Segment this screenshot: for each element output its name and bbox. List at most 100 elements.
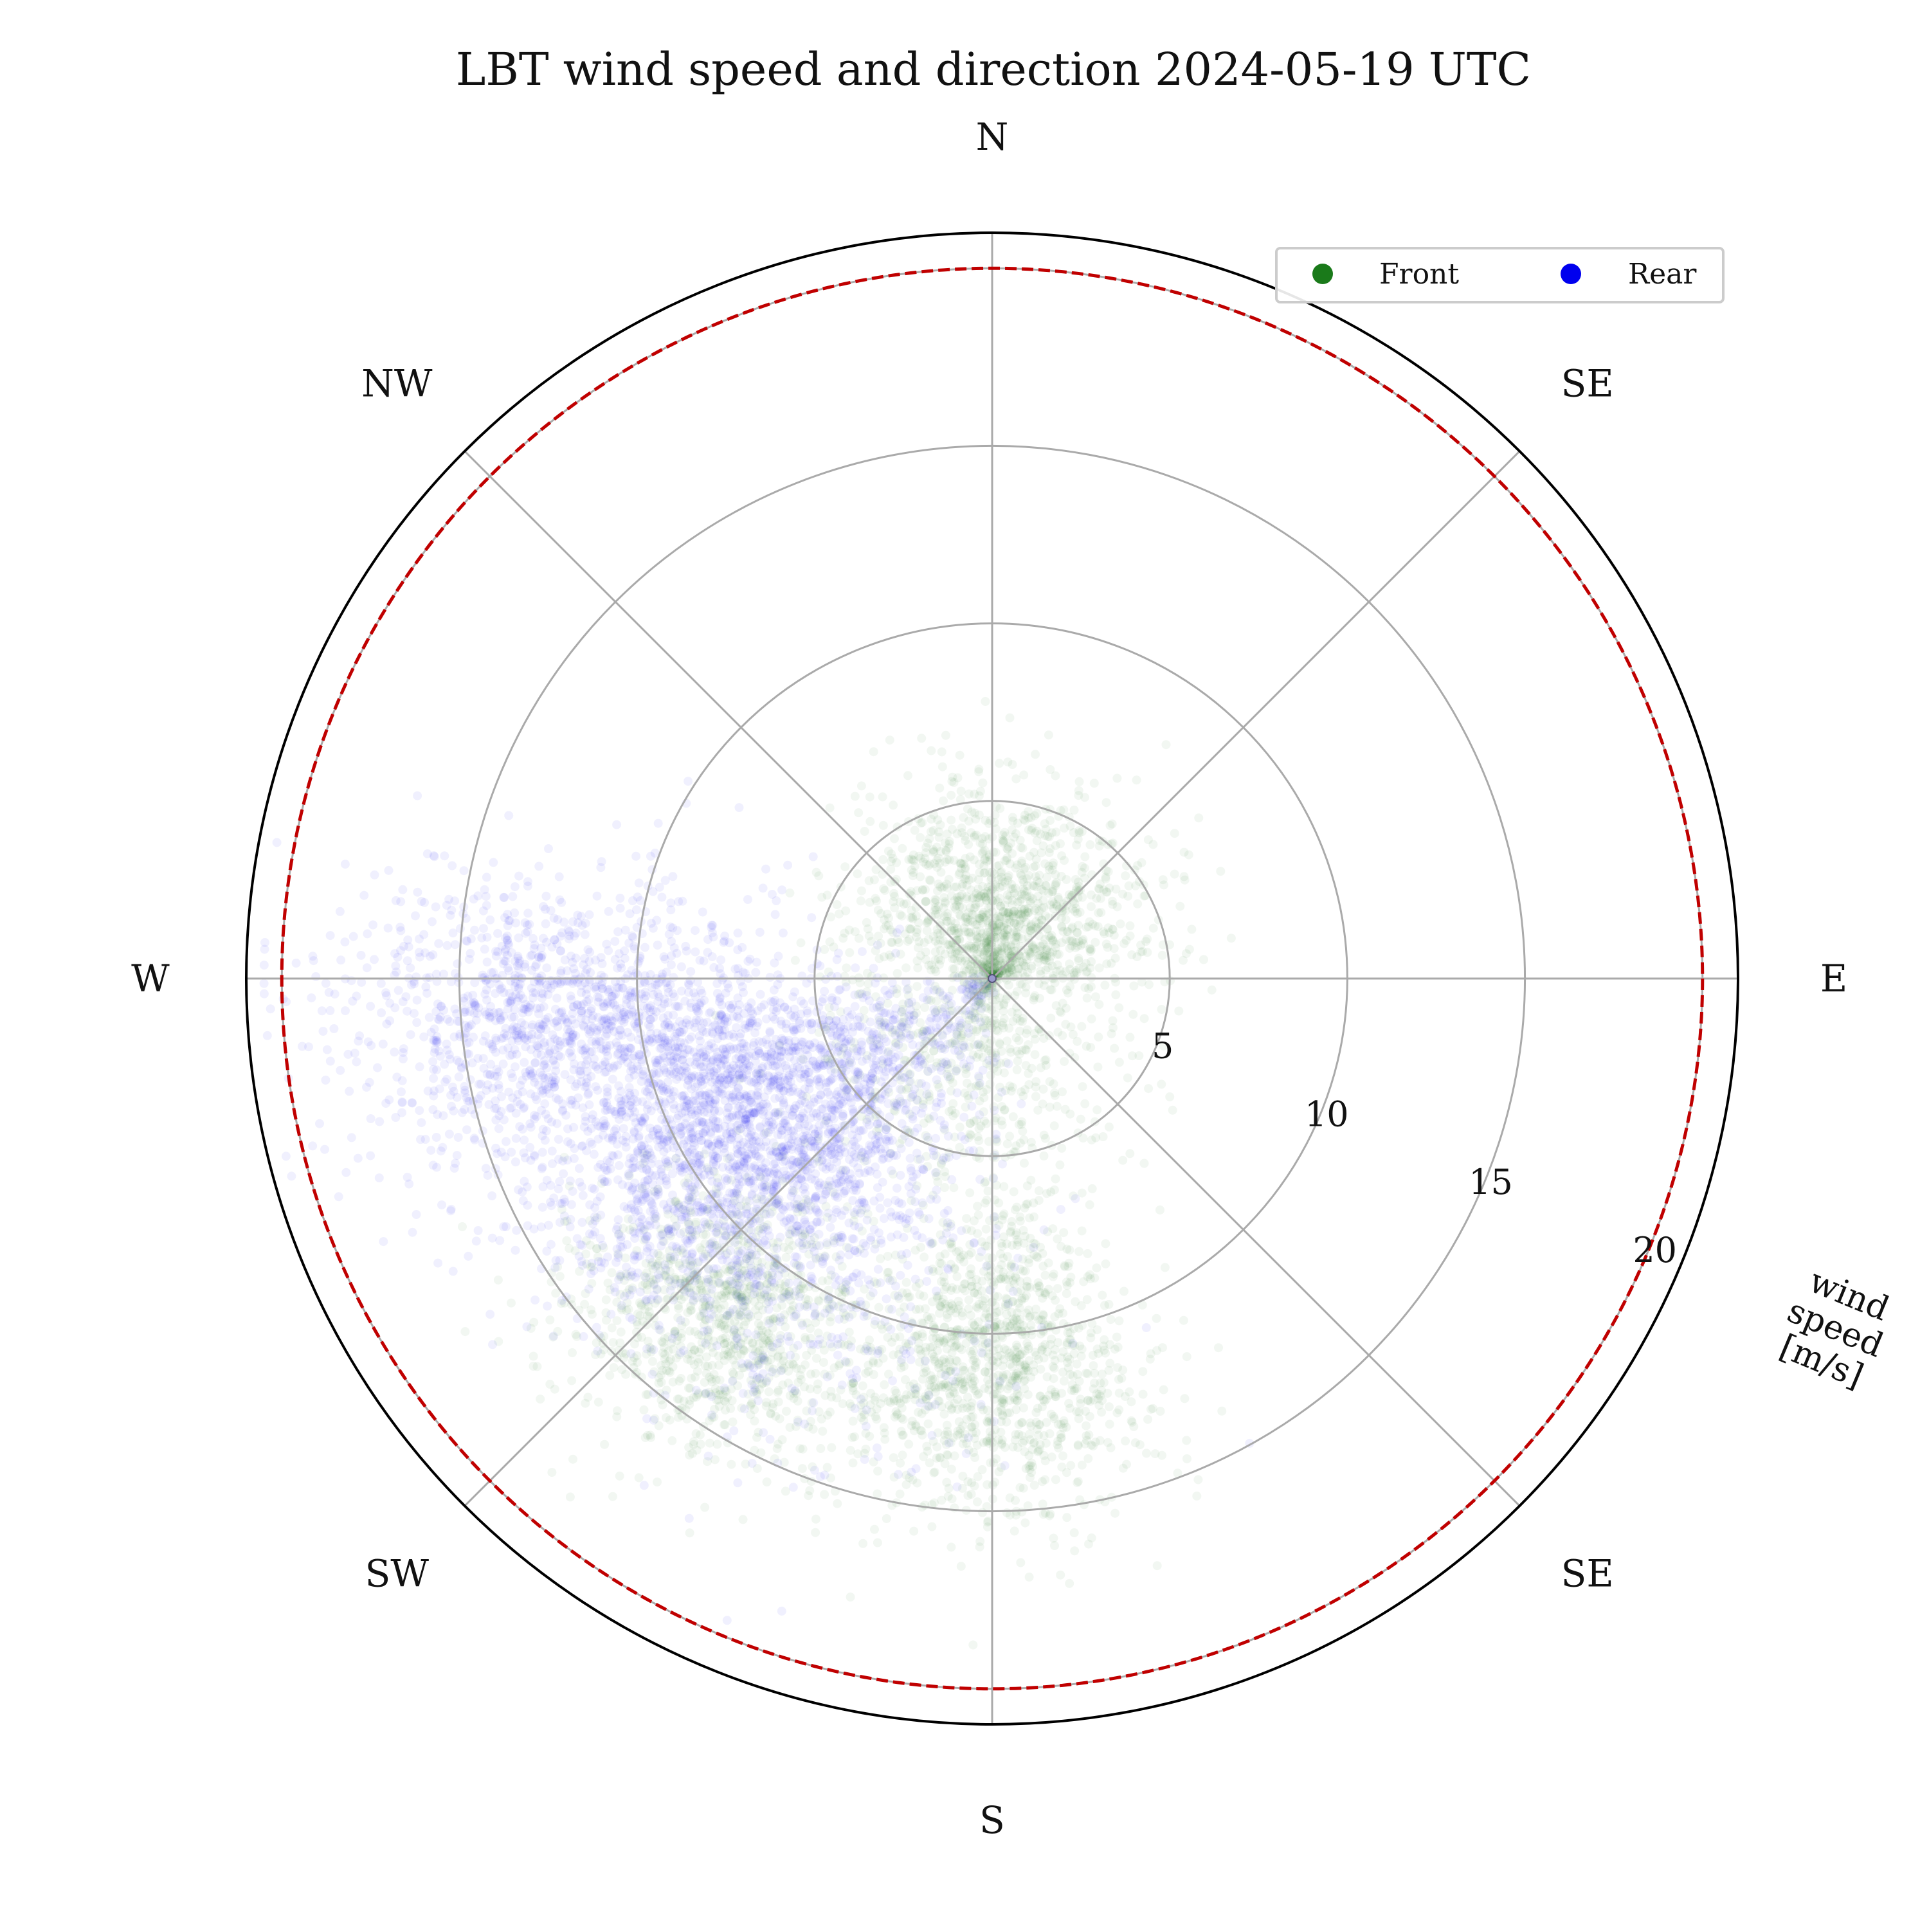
data-point-front bbox=[864, 1360, 873, 1370]
data-point-front bbox=[1067, 923, 1077, 932]
data-point-front bbox=[904, 1440, 914, 1449]
data-point-front bbox=[943, 883, 952, 893]
data-point-rear bbox=[559, 1169, 568, 1178]
data-point-front bbox=[950, 902, 959, 912]
data-point-front bbox=[949, 1183, 959, 1193]
data-point-front bbox=[1064, 1398, 1074, 1408]
data-point-front bbox=[1013, 1396, 1022, 1406]
data-point-front bbox=[1108, 1016, 1118, 1025]
data-point-front bbox=[904, 854, 914, 864]
data-point-front bbox=[819, 1358, 828, 1367]
data-point-front bbox=[1080, 863, 1089, 873]
data-point-front bbox=[890, 903, 900, 912]
data-point-front bbox=[953, 896, 963, 905]
data-point-front bbox=[1123, 891, 1133, 901]
data-point-front bbox=[1044, 730, 1053, 740]
data-point-rear bbox=[712, 1264, 721, 1274]
data-point-front bbox=[1139, 891, 1149, 901]
data-point-front bbox=[1031, 854, 1041, 864]
data-point-front bbox=[1044, 931, 1054, 941]
data-point-front bbox=[943, 909, 952, 918]
data-point-front bbox=[864, 876, 874, 885]
data-point-front bbox=[1007, 896, 1017, 905]
data-point-front bbox=[1125, 1033, 1135, 1042]
data-point-front bbox=[1074, 826, 1084, 835]
data-point-front bbox=[948, 1283, 957, 1292]
data-point-front bbox=[883, 1333, 892, 1342]
data-point-front bbox=[1152, 1314, 1161, 1323]
data-point-front bbox=[858, 1381, 867, 1391]
data-point-front bbox=[822, 1463, 832, 1472]
data-point-front bbox=[1005, 1132, 1015, 1141]
data-point-front bbox=[992, 926, 1001, 936]
data-point-front bbox=[906, 924, 916, 934]
data-point-front bbox=[890, 1386, 900, 1395]
data-point-front bbox=[1058, 1451, 1067, 1461]
data-point-front bbox=[972, 934, 982, 944]
data-point-front bbox=[613, 1406, 622, 1416]
data-point-rear bbox=[891, 948, 901, 958]
data-point-front bbox=[1053, 1284, 1062, 1294]
data-point-front bbox=[873, 905, 883, 915]
data-point-front bbox=[1002, 919, 1011, 928]
data-point-front bbox=[1074, 1323, 1083, 1333]
data-point-front bbox=[1031, 904, 1041, 914]
data-point-front bbox=[1028, 894, 1037, 903]
data-point-front bbox=[1102, 959, 1112, 969]
data-point-front bbox=[1047, 931, 1056, 940]
data-point-front bbox=[924, 1315, 934, 1324]
data-point-front bbox=[1087, 1184, 1097, 1193]
data-point-front bbox=[1066, 1272, 1076, 1282]
data-point-front bbox=[908, 914, 918, 924]
data-point-front bbox=[1039, 1130, 1049, 1140]
data-point-front bbox=[930, 905, 939, 915]
data-point-front bbox=[979, 948, 989, 957]
data-point-front bbox=[1114, 1388, 1124, 1398]
data-point-front bbox=[930, 903, 940, 913]
data-point-front bbox=[986, 1070, 995, 1080]
data-point-front bbox=[977, 910, 986, 920]
data-point-front bbox=[983, 1186, 993, 1196]
data-point-front bbox=[886, 865, 896, 874]
data-point-front bbox=[806, 1324, 815, 1333]
data-point-front bbox=[1055, 1160, 1065, 1169]
data-point-front bbox=[1041, 965, 1051, 975]
data-point-front bbox=[914, 851, 923, 861]
data-point-front bbox=[1015, 957, 1024, 966]
data-point-front bbox=[1078, 1133, 1088, 1143]
data-point-front bbox=[1165, 1092, 1175, 1101]
data-point-front bbox=[1002, 941, 1012, 951]
data-point-front bbox=[923, 1419, 933, 1429]
data-point-front bbox=[1051, 879, 1060, 889]
data-point-front bbox=[961, 854, 970, 863]
data-point-front bbox=[935, 935, 945, 945]
data-point-front bbox=[1026, 921, 1036, 931]
data-point-front bbox=[966, 916, 975, 925]
data-point-front bbox=[955, 1429, 964, 1438]
data-point-front bbox=[950, 964, 959, 974]
data-point-front bbox=[1034, 912, 1044, 921]
data-point-front bbox=[936, 820, 945, 829]
data-point-front bbox=[1049, 1533, 1058, 1543]
data-point-front bbox=[903, 771, 912, 781]
data-point-rear bbox=[715, 1277, 724, 1287]
data-point-front bbox=[1105, 1359, 1115, 1368]
data-point-rear bbox=[579, 1332, 588, 1341]
data-point-front bbox=[963, 917, 973, 927]
data-point-front bbox=[1087, 890, 1096, 899]
data-point-front bbox=[1128, 1009, 1138, 1019]
data-point-front bbox=[1040, 819, 1049, 829]
data-point-rear bbox=[748, 1387, 758, 1396]
data-point-front bbox=[880, 952, 889, 962]
data-point-front bbox=[1199, 955, 1208, 964]
data-point-front bbox=[880, 1434, 890, 1444]
data-point-front bbox=[854, 934, 864, 943]
data-point-front bbox=[1094, 883, 1103, 893]
data-point-front bbox=[947, 949, 957, 959]
data-point-front bbox=[883, 1252, 892, 1261]
data-point-front bbox=[982, 916, 992, 925]
data-point-front bbox=[1037, 1402, 1047, 1412]
data-point-rear bbox=[729, 1426, 739, 1436]
data-point-front bbox=[1152, 1561, 1162, 1571]
data-point-front bbox=[992, 923, 1001, 932]
